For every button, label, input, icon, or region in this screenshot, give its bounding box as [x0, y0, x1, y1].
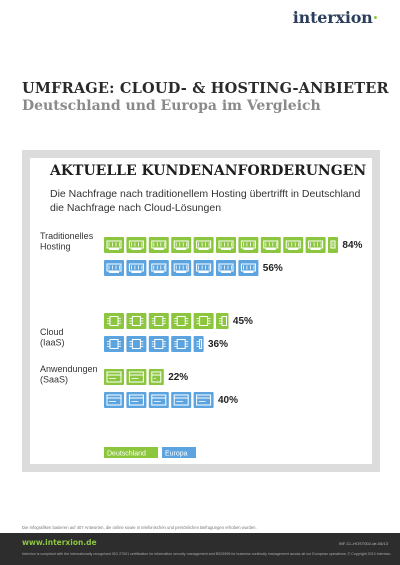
category-label: Traditionelles Hosting: [40, 231, 94, 252]
page-title: UMFRAGE: CLOUD- & HOSTING-ANBIETER: [22, 80, 389, 97]
document-code: INF-CL-HOST002-de-06/13: [338, 541, 388, 546]
bar-europa-1: [104, 336, 204, 352]
category-label: Cloud (IaaS): [40, 327, 65, 348]
data-label: 56%: [263, 263, 283, 274]
data-label: 84%: [342, 240, 362, 251]
data-label: 36%: [208, 339, 228, 350]
page-subtitle: Deutschland und Europa im Vergleich: [22, 98, 321, 114]
bar-europa-2: [104, 392, 214, 408]
legend-label: Deutschland: [107, 451, 146, 458]
legend-label: Europa: [165, 451, 188, 458]
chart-panel: AKTUELLE KUNDENANFORDERUNGEN Die Nachfra…: [22, 150, 380, 472]
legend-swatch: [104, 447, 158, 458]
legal-notice: Interxion is compliant with the internat…: [22, 552, 392, 556]
category-label: Anwendungen (SaaS): [40, 364, 98, 385]
data-label: 40%: [218, 395, 238, 406]
chart-canvas: Traditionelles Hosting Cloud (IaaS) Anwendun…: [40, 231, 363, 458]
website-link[interactable]: www.interxion.de: [22, 538, 97, 547]
legend-swatch: [162, 447, 196, 458]
chart-subtitle: Die Nachfrage nach traditionellem Hostin…: [50, 188, 361, 214]
footnote: Die Infografiken basieren auf 407 Antwor…: [22, 525, 257, 530]
bar-deutschland-2: [104, 369, 164, 385]
bar-deutschland-0: [104, 237, 338, 253]
data-label: 45%: [233, 316, 253, 327]
interxion-logo: interxion·: [292, 8, 378, 27]
footer: www.interxion.de INF-CL-HOST002-de-06/13…: [0, 533, 400, 565]
bar-deutschland-1: [104, 313, 229, 329]
bar-europa-0: [104, 260, 259, 276]
chart-title: AKTUELLE KUNDENANFORDERUNGEN: [50, 163, 367, 179]
data-label: 22%: [168, 372, 188, 383]
